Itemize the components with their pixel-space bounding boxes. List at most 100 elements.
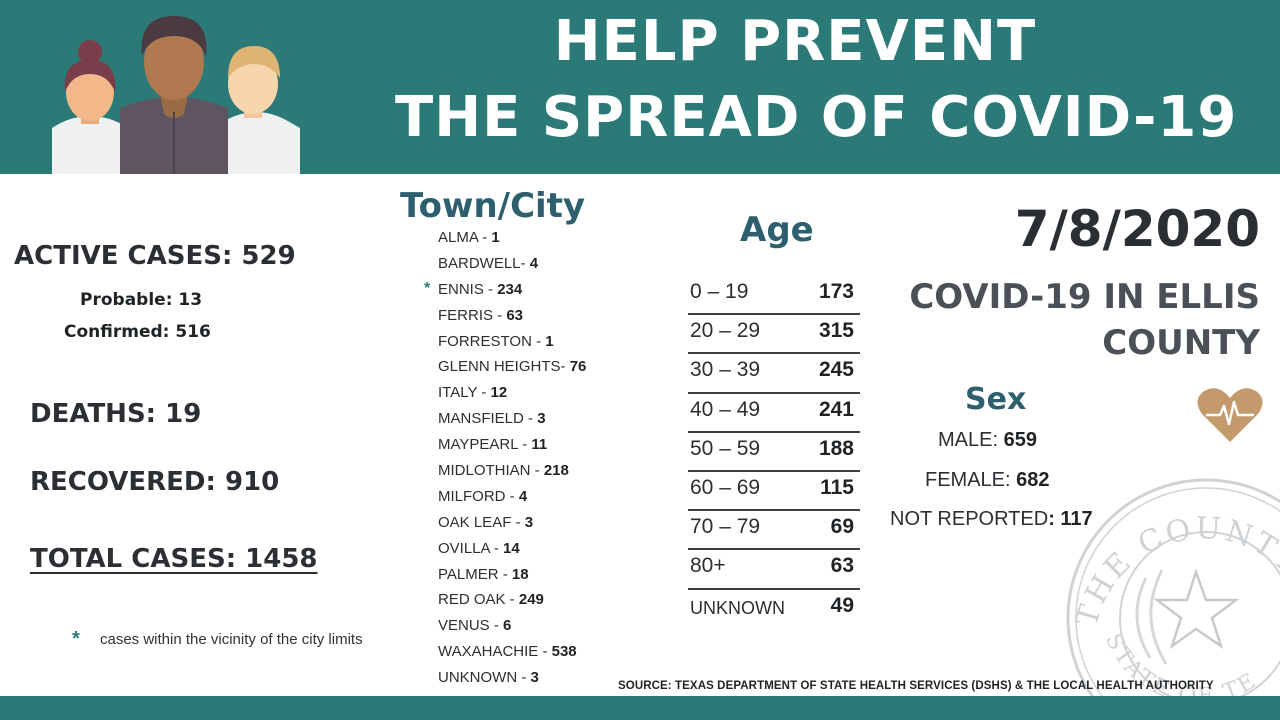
active-cases: ACTIVE CASES: 529 [14,241,296,271]
town-item: WAXAHACHIE - 538 [424,642,684,668]
town-name: BARDWELL- [438,254,530,272]
town-name: ENNIS - [438,280,498,298]
town-item: OAK LEAF - 3 [424,513,684,539]
age-count: 49 [830,593,854,617]
page-title-line1: HELP PREVENT [553,9,1037,74]
confirmed-cases: Confirmed: 516 [64,322,211,342]
age-range: 70 – 79 [690,515,761,539]
town-name: OVILLA - [438,539,504,557]
age-range: 40 – 49 [690,397,761,421]
report-date: 7/8/2020 [1014,200,1260,258]
age-count: 188 [818,436,854,460]
sex-not-reported-value: : 117 [1048,508,1093,530]
footnote-star: * [72,628,80,650]
age-count: 115 [820,475,854,499]
town-count: 6 [503,617,512,635]
town-name: MIDLOTHIAN - [438,462,544,480]
town-count: 538 [551,643,577,661]
sex-male-label: MALE: [938,429,1004,451]
town-name: VENUS - [438,617,504,635]
town-name: ITALY - [438,384,491,402]
town-name: MANSFIELD - [438,410,538,428]
age-range: 20 – 29 [690,319,761,343]
town-name: ALMA - [438,229,492,246]
sex-heading: Sex [965,382,1027,417]
age-heading: Age [740,210,814,250]
town-item: UNKNOWN - 3 [424,668,684,694]
town-name: OAK LEAF - [438,513,525,531]
town-item: MANSFIELD - 3 [424,409,684,435]
town-item: FERRIS - 63 [424,306,684,332]
town-star: * [424,279,431,297]
town-count: 4 [518,487,528,505]
total-cases: TOTAL CASES: 1458 [30,544,318,574]
age-count: 241 [818,397,854,421]
town-count: 249 [518,591,544,609]
town-item: VENUS - 6 [424,616,684,642]
age-range: 80+ [690,554,726,578]
town-name: PALMER - [438,565,512,583]
age-row: 0 – 19 173 [688,276,860,316]
town-item: MIDLOTHIAN - 218 [424,461,684,487]
seal-text-top: THE COUNTY OF [1066,478,1280,630]
town-item: ALMA - 1 [424,228,684,254]
town-city-heading: Town/City [400,186,586,226]
town-item: BARDWELL- 4 [424,254,684,280]
recovered: RECOVERED: 910 [30,467,280,497]
town-item: GLENN HEIGHTS- 76 [424,357,684,383]
age-count: 245 [818,358,854,382]
town-count: 63 [506,306,524,324]
page-title-line2: THE SPREAD OF COVID-19 [395,85,1238,150]
town-item: * ENNIS - 234 [424,280,684,306]
age-count: 173 [818,280,854,303]
sex-female: FEMALE: 682 [925,469,1050,492]
age-count: 69 [830,515,854,539]
town-count: 18 [511,565,529,583]
town-list: ALMA - 1 BARDWELL- 4 * ENNIS - 234 FERRIS - … [424,228,684,694]
town-name: FERRIS - [438,306,507,324]
age-row: 30 – 39 245 [688,354,860,394]
town-item: RED OAK - 249 [424,590,684,616]
age-range: 50 – 59 [690,436,761,460]
town-count: 3 [530,669,539,687]
town-name: MILFORD - [438,487,519,505]
town-count: 11 [531,436,548,454]
people-illustration [52,16,300,174]
deaths: DEATHS: 19 [30,399,202,429]
sex-female-label: FEMALE: [925,469,1017,491]
footer-band [0,696,1280,720]
age-table: 0 – 19 173 20 – 29 315 30 – 39 245 40 – 49 241 5… [688,276,860,629]
age-row: 60 – 69 115 [688,472,860,512]
town-item: PALMER - 18 [424,565,684,591]
age-count: 63 [830,554,854,578]
county-title-line2: COUNTY [1102,323,1260,363]
county-title: COVID-19 IN ELLIS COUNTY [900,274,1260,366]
town-count: 12 [490,384,508,402]
town-item: OVILLA - 14 [424,539,684,565]
sex-female-value: 682 [1016,469,1050,491]
probable-cases: Probable: 13 [80,290,203,310]
town-count: 234 [497,280,523,298]
town-count: 3 [524,513,534,531]
town-name: GLENN HEIGHTS- [438,358,570,376]
sex-male-value: 659 [1003,429,1037,451]
town-count: 3 [537,410,546,428]
town-name: UNKNOWN - [438,669,531,687]
county-seal-icon: THE COUNTY OF STATE OF TEXAS [1066,478,1280,696]
age-range: 60 – 69 [690,475,761,499]
heart-pulse-icon [1197,388,1263,442]
source-note: SOURCE: TEXAS DEPARTMENT OF STATE HEALTH… [618,680,1214,692]
town-name: MAYPEARL - [438,436,532,454]
age-row: 70 – 79 69 [688,511,860,551]
town-name: FORRESTON - [438,332,546,350]
town-count: 218 [543,462,569,480]
age-row: UNKNOWN 49 [688,590,860,629]
town-item: ITALY - 12 [424,383,684,409]
age-row: 40 – 49 241 [688,394,860,433]
sex-not-reported-label: NOT REPORTED [890,508,1049,530]
town-count: 4 [529,254,539,272]
county-title-line1: COVID-19 IN ELLIS [909,277,1260,317]
footnote-text: cases within the vicinity of the city li… [100,631,363,648]
age-range: 30 – 39 [690,358,761,382]
town-item: MILFORD - 4 [424,487,684,513]
